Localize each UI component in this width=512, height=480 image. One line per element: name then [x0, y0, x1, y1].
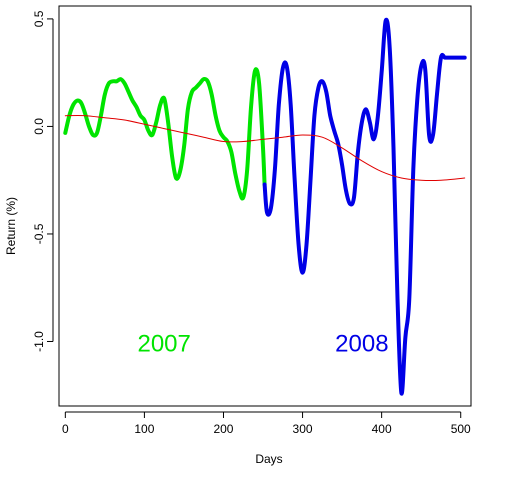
year-label-2008: 2008	[335, 331, 388, 358]
y-tick-label: -1.0	[32, 331, 46, 352]
trend-line	[64, 115, 466, 181]
y-tick-label: -0.5	[32, 223, 46, 244]
x-tick-label: 0	[62, 422, 69, 436]
series-layer	[63, 17, 467, 396]
x-axis-title: Days	[255, 452, 282, 466]
y-axis: -1.0 -0.5 0.0 0.5	[32, 10, 54, 352]
plot-frame	[58, 5, 472, 407]
x-tick-label: 200	[213, 422, 233, 436]
series-line-2007	[63, 67, 267, 201]
x-tick-label: 500	[451, 422, 471, 436]
x-tick-label: 100	[134, 422, 154, 436]
series-line-2008	[262, 17, 467, 396]
year-label-2007: 2007	[137, 331, 190, 358]
annotation-layer: 2007 2008	[137, 331, 388, 358]
y-axis-title: Return (%)	[4, 197, 18, 255]
x-axis: 0 100 200 300 400 500	[62, 411, 471, 436]
x-tick-label: 400	[372, 422, 392, 436]
y-tick-label: 0.5	[32, 10, 46, 27]
y-tick-label: 0.0	[32, 118, 46, 135]
x-tick-label: 300	[293, 422, 313, 436]
